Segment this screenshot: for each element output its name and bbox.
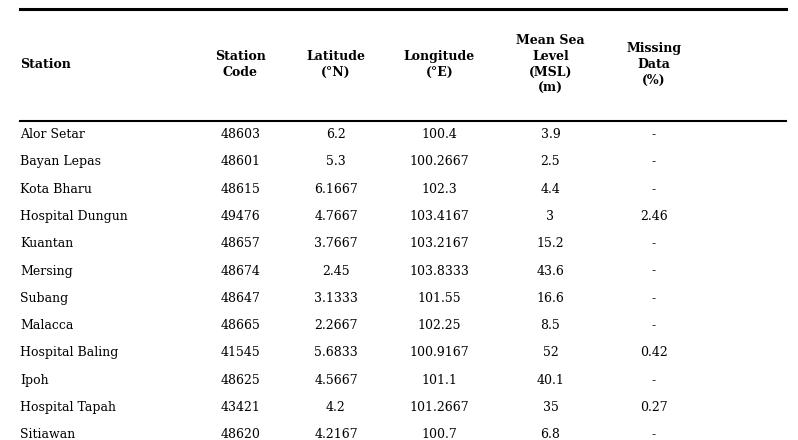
Text: Hospital Tapah: Hospital Tapah	[20, 401, 116, 414]
Text: 41545: 41545	[220, 346, 260, 359]
Text: 4.4: 4.4	[540, 183, 560, 196]
Text: Mean Sea
Level
(MSL)
(m): Mean Sea Level (MSL) (m)	[516, 34, 585, 95]
Text: Mersing: Mersing	[20, 264, 73, 278]
Text: -: -	[652, 319, 656, 332]
Text: 48603: 48603	[220, 128, 260, 141]
Text: 2.45: 2.45	[322, 264, 350, 278]
Text: 15.2: 15.2	[536, 237, 564, 250]
Text: 5.3: 5.3	[326, 155, 346, 169]
Text: 103.4167: 103.4167	[409, 210, 469, 223]
Text: Latitude
(°N): Latitude (°N)	[306, 51, 365, 79]
Text: Hospital Baling: Hospital Baling	[20, 346, 118, 359]
Text: 5.6833: 5.6833	[314, 346, 358, 359]
Text: 2.46: 2.46	[640, 210, 668, 223]
Text: 4.2: 4.2	[326, 401, 346, 414]
Text: 4.2167: 4.2167	[314, 428, 358, 440]
Text: 48615: 48615	[220, 183, 260, 196]
Text: 40.1: 40.1	[536, 374, 564, 387]
Text: -: -	[652, 374, 656, 387]
Text: 35: 35	[543, 401, 559, 414]
Text: Malacca: Malacca	[20, 319, 73, 332]
Text: 100.4: 100.4	[421, 128, 457, 141]
Text: 102.3: 102.3	[421, 183, 457, 196]
Text: -: -	[652, 264, 656, 278]
Text: Hospital Dungun: Hospital Dungun	[20, 210, 128, 223]
Text: Station
Code: Station Code	[215, 51, 266, 79]
Text: 8.5: 8.5	[540, 319, 560, 332]
Text: Station: Station	[20, 59, 71, 71]
Text: Alor Setar: Alor Setar	[20, 128, 85, 141]
Text: 48620: 48620	[220, 428, 260, 440]
Text: Sitiawan: Sitiawan	[20, 428, 75, 440]
Text: 52: 52	[543, 346, 559, 359]
Text: 16.6: 16.6	[536, 292, 564, 305]
Text: 6.2: 6.2	[326, 128, 346, 141]
Text: Ipoh: Ipoh	[20, 374, 49, 387]
Text: -: -	[652, 292, 656, 305]
Text: 6.1667: 6.1667	[314, 183, 358, 196]
Text: 3.9: 3.9	[540, 128, 560, 141]
Text: 103.8333: 103.8333	[409, 264, 469, 278]
Text: 48657: 48657	[220, 237, 260, 250]
Text: -: -	[652, 155, 656, 169]
Text: Kota Bharu: Kota Bharu	[20, 183, 92, 196]
Text: -: -	[652, 428, 656, 440]
Text: 6.8: 6.8	[540, 428, 560, 440]
Text: 2.2667: 2.2667	[314, 319, 358, 332]
Text: 48674: 48674	[220, 264, 260, 278]
Text: 48625: 48625	[220, 374, 260, 387]
Text: 48601: 48601	[220, 155, 260, 169]
Text: 3.7667: 3.7667	[314, 237, 358, 250]
Text: Missing
Data
(%): Missing Data (%)	[626, 42, 681, 88]
Text: -: -	[652, 128, 656, 141]
Text: 48647: 48647	[220, 292, 260, 305]
Text: 102.25: 102.25	[417, 319, 461, 332]
Text: 101.1: 101.1	[421, 374, 457, 387]
Text: 100.7: 100.7	[421, 428, 457, 440]
Text: Bayan Lepas: Bayan Lepas	[20, 155, 101, 169]
Text: 3: 3	[547, 210, 555, 223]
Text: 2.5: 2.5	[541, 155, 560, 169]
Text: 48665: 48665	[220, 319, 260, 332]
Text: Longitude
(°E): Longitude (°E)	[404, 51, 475, 79]
Text: 0.27: 0.27	[640, 401, 668, 414]
Text: -: -	[652, 237, 656, 250]
Text: -: -	[652, 183, 656, 196]
Text: 3.1333: 3.1333	[314, 292, 358, 305]
Text: 101.55: 101.55	[417, 292, 461, 305]
Text: 43421: 43421	[220, 401, 260, 414]
Text: 43.6: 43.6	[536, 264, 564, 278]
Text: 0.42: 0.42	[640, 346, 668, 359]
Text: 100.9167: 100.9167	[409, 346, 469, 359]
Text: 4.7667: 4.7667	[314, 210, 358, 223]
Text: 100.2667: 100.2667	[409, 155, 469, 169]
Text: 4.5667: 4.5667	[314, 374, 358, 387]
Text: 101.2667: 101.2667	[409, 401, 469, 414]
Text: Subang: Subang	[20, 292, 68, 305]
Text: 49476: 49476	[220, 210, 260, 223]
Text: 103.2167: 103.2167	[409, 237, 469, 250]
Text: Kuantan: Kuantan	[20, 237, 73, 250]
